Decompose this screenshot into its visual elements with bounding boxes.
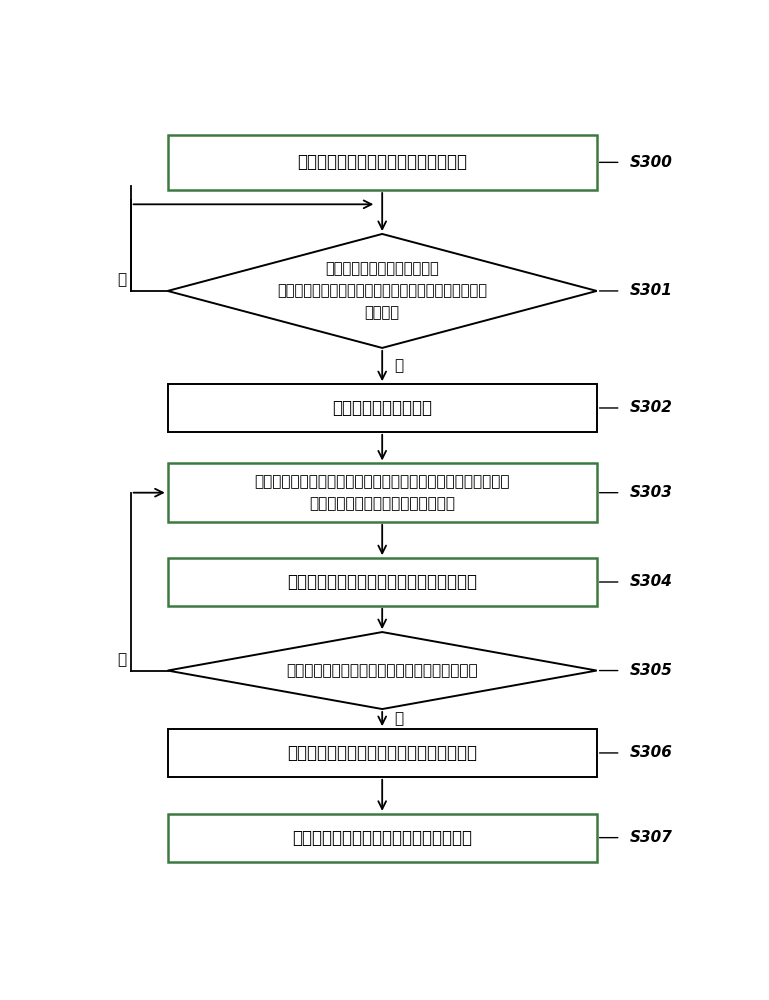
Text: S302: S302 — [630, 400, 672, 415]
Text: 发出与所述第一表情特征对应的报警提示: 发出与所述第一表情特征对应的报警提示 — [292, 829, 472, 847]
FancyBboxPatch shape — [168, 463, 597, 522]
Text: 否: 否 — [117, 652, 126, 667]
Text: S306: S306 — [630, 745, 672, 760]
Text: S301: S301 — [630, 283, 672, 298]
FancyBboxPatch shape — [168, 558, 597, 606]
FancyBboxPatch shape — [168, 384, 597, 432]
Text: 否: 否 — [117, 272, 126, 287]
Text: S307: S307 — [630, 830, 672, 845]
Text: 当检测到跟踪指令时，开启旋转摄像头: 当检测到跟踪指令时，开启旋转摄像头 — [297, 153, 468, 171]
Text: 确定跟踪所述第一人脸: 确定跟踪所述第一人脸 — [332, 399, 432, 417]
Text: S303: S303 — [630, 485, 672, 500]
Polygon shape — [168, 632, 597, 709]
FancyBboxPatch shape — [168, 135, 597, 190]
Text: S305: S305 — [630, 663, 672, 678]
Text: 判断所述第一表情特征是否符合报警提示的条件: 判断所述第一表情特征是否符合报警提示的条件 — [286, 663, 478, 678]
FancyBboxPatch shape — [168, 729, 597, 777]
Text: S300: S300 — [630, 155, 672, 170]
Text: 根据所述第一表情特征获取对应的报警提示: 根据所述第一表情特征获取对应的报警提示 — [287, 744, 478, 762]
Text: 是: 是 — [394, 359, 403, 374]
Text: 根据所述跟踪指令控制所述旋转摄像头跟踪第一人脸，通过所述
旋转摄像头获取所述第一人脸的图像: 根据所述跟踪指令控制所述旋转摄像头跟踪第一人脸，通过所述 旋转摄像头获取所述第一… — [255, 474, 510, 511]
FancyBboxPatch shape — [168, 814, 597, 862]
Polygon shape — [168, 234, 597, 348]
Text: 通过所述旋转摄像头识别所述
第一人脸，判断所述第一人脸是否为预先存储的需要跟
踪的人脸: 通过所述旋转摄像头识别所述 第一人脸，判断所述第一人脸是否为预先存储的需要跟 踪… — [277, 261, 488, 321]
Text: 根据所述第一人脸的图像得到第一表情特征: 根据所述第一人脸的图像得到第一表情特征 — [287, 573, 478, 591]
Text: 是: 是 — [394, 712, 403, 727]
Text: S304: S304 — [630, 574, 672, 589]
